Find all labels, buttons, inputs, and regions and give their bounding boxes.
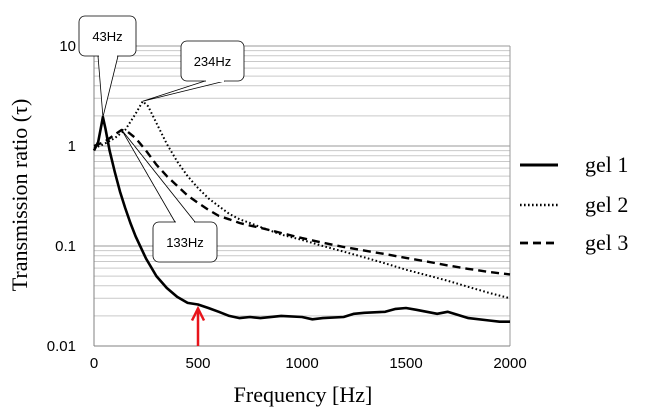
x-tick-label: 1000 [285,355,318,372]
series-layer [92,100,511,323]
y-tick-labels: 0.01 0.1 1 10 [47,38,76,355]
frequency-marker-arrow-head [190,305,206,322]
y-tick-label: 0.1 [55,238,76,255]
plot-area [93,45,511,347]
x-tick-label: 0 [90,355,98,372]
y-tick-label: 0.01 [47,338,76,355]
callout-label-peak-133: 133Hz [166,235,204,250]
legend-label-gel-2: gel 2 [585,192,628,217]
x-axis-title: Frequency [Hz] [234,382,373,407]
x-tick-label: 2000 [493,355,526,372]
x-tick-label: 1500 [389,355,422,372]
y-tick-label: 1 [68,138,76,155]
legend-label-gel-3: gel 3 [585,230,628,255]
legend: gel 1 gel 2 gel 3 [520,152,628,255]
y-axis-title: Transmission ratio (τ) [7,99,32,292]
x-tick-label: 500 [185,355,210,372]
callout-label-peak-43: 43Hz [92,29,122,44]
series-line-gel-1 [92,115,510,323]
y-tick-label: 10 [59,38,76,55]
callout-layer: 43Hz 234Hz 133Hz [78,15,245,263]
x-tick-labels: 0 500 1000 1500 2000 [90,355,527,372]
legend-label-gel-1: gel 1 [585,152,628,177]
callout-label-peak-234: 234Hz [194,54,232,69]
series-line-gel-3 [93,128,511,276]
marker-layer [190,305,206,346]
